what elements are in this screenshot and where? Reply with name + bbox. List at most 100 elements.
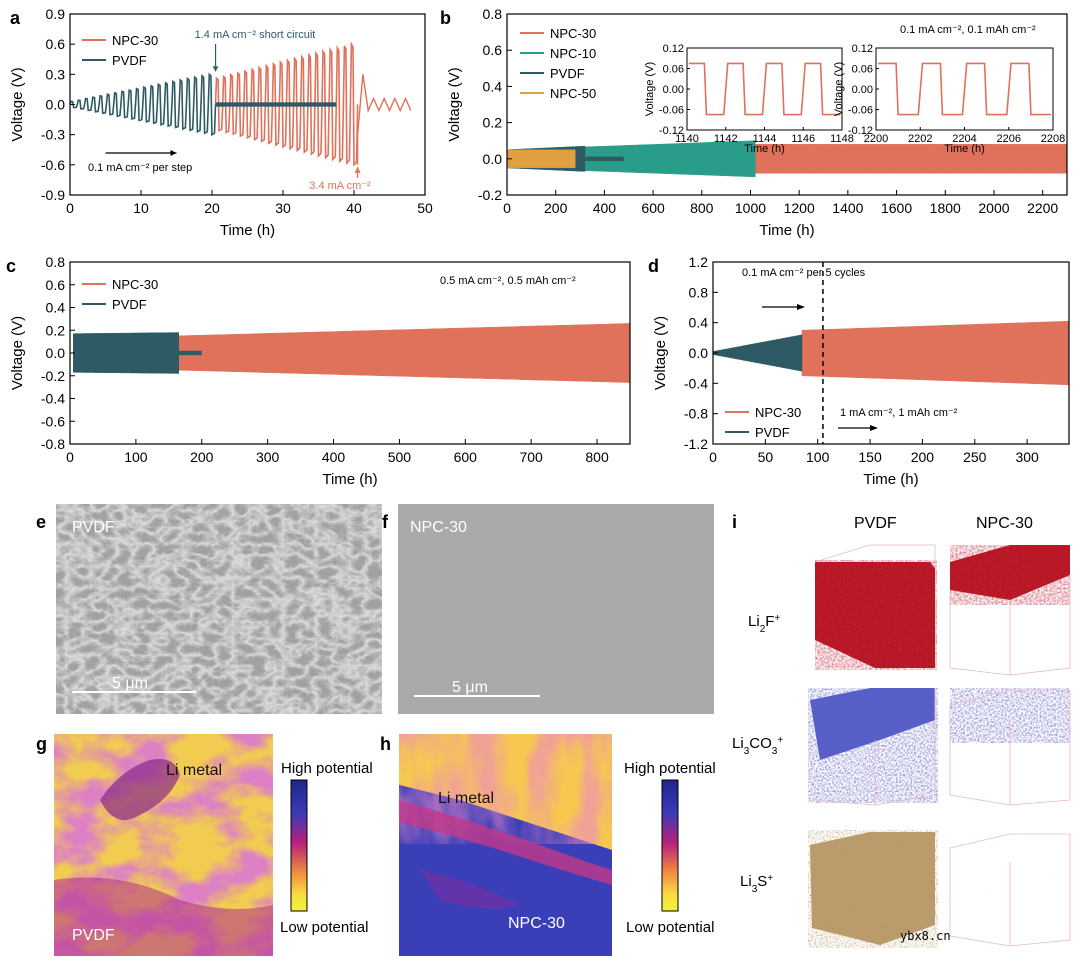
kpfm-label-sample-g: PVDF xyxy=(72,927,115,944)
panel-b-chart: 0 200 400 600 800 1000 1200 1400 1600 1800 2000 220… xyxy=(440,6,1068,239)
y-axis-title-d: Voltage (V) xyxy=(652,316,669,390)
ytick-label-a-1: -0.6 xyxy=(41,157,65,173)
ytick-label-d-4: 0.4 xyxy=(689,315,709,331)
ytick-label-b-0: -0.2 xyxy=(478,187,502,203)
panel-letter-a: a xyxy=(10,8,21,28)
series-b-3-band xyxy=(507,149,576,169)
inset-ytick-label-b-0-0: -0.12 xyxy=(659,125,684,137)
inset-ytick-label-b-0-3: 0.06 xyxy=(663,64,684,76)
watermark: ybx8.cn xyxy=(900,929,951,943)
xtick-label-d-4: 200 xyxy=(911,449,935,465)
legend-label-c-0: NPC-30 xyxy=(112,277,158,292)
legend-label-a-0: NPC-30 xyxy=(112,33,158,48)
annotation-d-1-arrowhead xyxy=(870,425,878,431)
inset-xtick-label-b-1-4: 2208 xyxy=(1041,133,1065,145)
inset-xtick-label-b-0-1: 1142 xyxy=(714,133,738,145)
legend-label-a-1: PVDF xyxy=(112,53,147,68)
annotation-a-0: 1.4 mA cm⁻² short circuit xyxy=(195,29,316,41)
ytick-label-a-0: -0.9 xyxy=(41,187,65,203)
inset-xtick-label-b-0-2: 1144 xyxy=(753,133,777,145)
xtick-label-c-3: 300 xyxy=(256,449,280,465)
kpfm-label-metal-h: Li metal xyxy=(438,790,494,807)
y-axis-title-a: Voltage (V) xyxy=(9,67,26,141)
tof-column-npc30: NPC-30 xyxy=(976,515,1033,532)
xtick-label-a-1: 10 xyxy=(133,200,149,216)
ytick-label-c-6: 0.4 xyxy=(46,300,66,316)
ytick-label-b-1: 0.0 xyxy=(483,151,503,167)
annotation-a-1: 0.1 mA cm⁻² per step xyxy=(88,162,192,174)
legend-label-b-3: NPC-50 xyxy=(550,86,596,101)
xtick-label-d-5: 250 xyxy=(963,449,987,465)
kpfm-label-sample-h: NPC-30 xyxy=(508,915,565,932)
xtick-label-d-1: 50 xyxy=(758,449,774,465)
colorbar-high-g: High potential xyxy=(281,760,373,777)
plot-area-d xyxy=(713,320,1069,386)
ytick-label-d-5: 0.8 xyxy=(689,284,709,300)
xtick-label-a-0: 0 xyxy=(66,200,74,216)
sem-label-e: PVDF xyxy=(72,519,115,536)
ytick-label-b-4: 0.6 xyxy=(483,42,503,58)
inset-ytick-label-b-1-2: 0.00 xyxy=(852,84,873,96)
annotation-a-2: 3.4 mA cm⁻² xyxy=(309,180,371,192)
xtick-label-b-3: 600 xyxy=(641,200,665,216)
ytick-label-c-0: -0.8 xyxy=(41,436,65,452)
ytick-label-d-3: 0.0 xyxy=(689,345,709,361)
series-d-1-band xyxy=(713,334,803,372)
xtick-label-c-1: 100 xyxy=(124,449,148,465)
xtick-label-d-0: 0 xyxy=(709,449,717,465)
legend-label-b-1: NPC-10 xyxy=(550,46,596,61)
xtick-label-c-0: 0 xyxy=(66,449,74,465)
inset-xlabel-b-0: Time (h) xyxy=(744,143,785,155)
legend-label-c-1: PVDF xyxy=(112,297,147,312)
xtick-label-a-3: 30 xyxy=(275,200,291,216)
ytick-label-d-0: -1.2 xyxy=(684,436,708,452)
xtick-label-c-8: 800 xyxy=(585,449,609,465)
tof-cube-pvdf-li3s xyxy=(808,830,938,948)
xtick-label-b-0: 0 xyxy=(503,200,511,216)
annotation-a-0-arrowhead xyxy=(212,66,219,72)
xtick-label-b-9: 1800 xyxy=(930,200,961,216)
panel-letter-h: h xyxy=(380,734,391,754)
inset-trace-b-1 xyxy=(878,62,1051,116)
panel-letter-f: f xyxy=(382,512,389,532)
sem-image-e: e PVDF 5 μm xyxy=(36,504,382,714)
series-c-0-band xyxy=(175,323,630,383)
ytick-label-a-4: 0.3 xyxy=(46,66,66,82)
xtick-label-b-5: 1000 xyxy=(735,200,766,216)
inset-xtick-label-b-0-0: 1140 xyxy=(675,133,699,145)
inset-xtick-label-b-1-2: 2204 xyxy=(952,133,976,145)
inset-ytick-label-b-1-3: 0.06 xyxy=(852,64,873,76)
panel-letter-d: d xyxy=(648,256,659,276)
inset-b-0: 1140 1142 1144 1146 1148 -0.12 -0.06 0.00 0.06 0.… xyxy=(644,43,854,155)
xtick-label-b-2: 400 xyxy=(593,200,617,216)
tof-cube-npc30-li3s xyxy=(949,832,1071,947)
tof-column-pvdf: PVDF xyxy=(854,515,897,532)
inset-xtick-label-b-1-1: 2202 xyxy=(908,133,932,145)
tof-sims-panel: i PVDF NPC-30 Li2F+ Li3CO3+ Li3S+ xyxy=(732,512,1071,948)
ytick-label-c-5: 0.2 xyxy=(46,322,66,338)
inset-xtick-label-b-0-3: 1146 xyxy=(791,133,815,145)
xtick-label-a-4: 40 xyxy=(346,200,362,216)
colorbar-g: High potential Low potential xyxy=(280,760,373,936)
x-axis-title-d: Time (h) xyxy=(863,471,918,488)
ytick-label-b-5: 0.8 xyxy=(483,6,503,22)
inset-ytick-label-b-1-4: 0.12 xyxy=(852,43,873,55)
ytick-label-a-2: -0.3 xyxy=(41,127,65,143)
tof-cube-npc30-li2f xyxy=(949,545,1071,676)
panel-letter-g: g xyxy=(36,734,47,754)
inset-xtick-label-b-1-0: 2200 xyxy=(864,133,888,145)
xtick-label-a-5: 50 xyxy=(417,200,433,216)
plot-area-a xyxy=(70,41,412,167)
xtick-label-b-7: 1400 xyxy=(832,200,863,216)
xtick-label-a-2: 20 xyxy=(204,200,220,216)
xtick-label-c-7: 700 xyxy=(519,449,543,465)
kpfm-image-g: g Li metal PVDF xyxy=(36,734,273,956)
ytick-label-c-4: 0.0 xyxy=(46,345,66,361)
tof-row-label-li2f: Li2F+ xyxy=(748,613,780,635)
series-c-1-flat xyxy=(178,350,202,356)
plot-area-b xyxy=(507,140,1067,178)
colorbar-high-h: High potential xyxy=(624,760,716,777)
panel-letter-e: e xyxy=(36,512,46,532)
ytick-label-c-3: -0.2 xyxy=(41,368,65,384)
sem-image-f: f NPC-30 5 μm xyxy=(382,504,714,714)
